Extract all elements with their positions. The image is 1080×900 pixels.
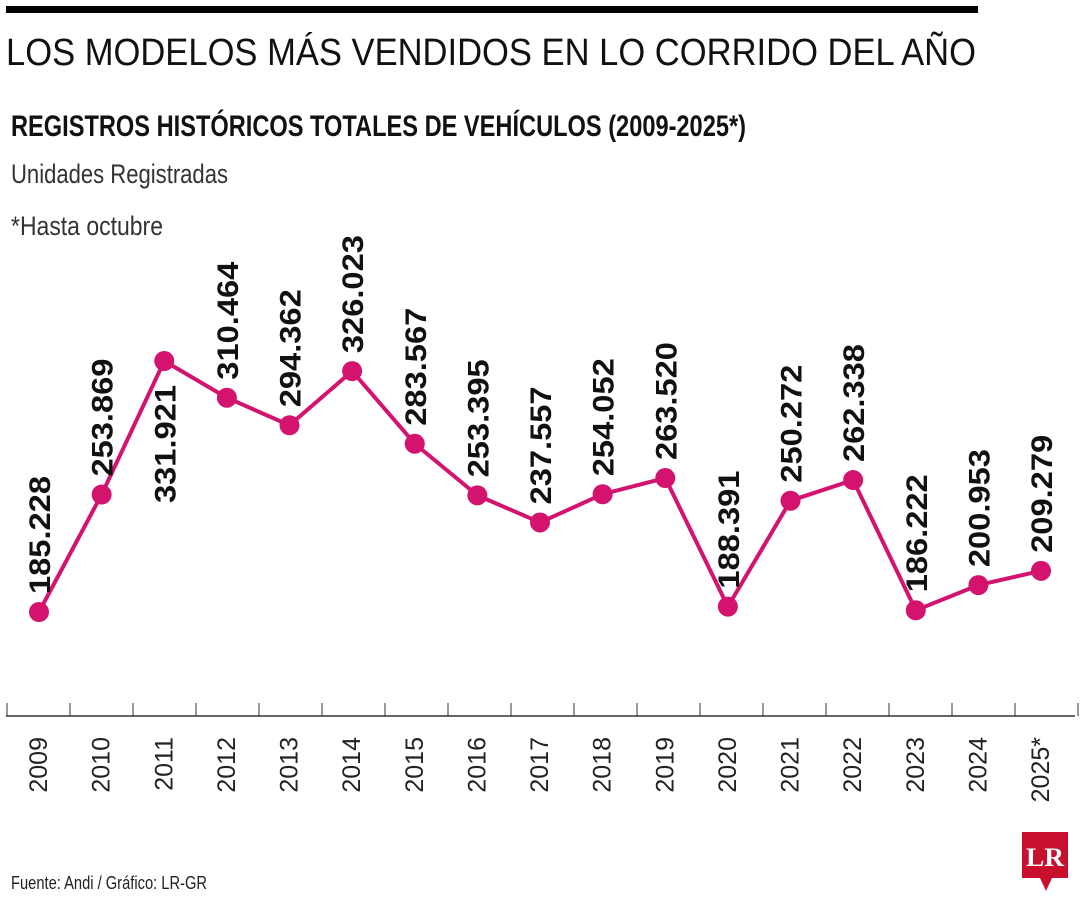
- x-tick-label: 2020: [714, 737, 742, 793]
- x-tick-label: 2012: [213, 737, 241, 793]
- x-tick-label: 2017: [526, 737, 554, 793]
- data-label: 326.023: [337, 235, 370, 353]
- x-tick-label: 2015: [401, 737, 429, 793]
- data-point: [342, 361, 363, 382]
- data-point: [780, 490, 801, 511]
- data-point: [968, 575, 989, 596]
- data-label: 253.395: [462, 359, 495, 477]
- x-tick-label: 2013: [276, 737, 304, 793]
- data-label: 263.520: [650, 342, 683, 460]
- chart-title: REGISTROS HISTÓRICOS TOTALES DE VEHÍCULO…: [11, 109, 746, 143]
- data-point: [216, 387, 237, 408]
- x-axis: 2009 2010 2011 2012 2013 2014 2015 2016 2017 2018…: [6, 703, 1079, 803]
- data-label: 185.228: [24, 476, 57, 594]
- data-point: [530, 512, 550, 533]
- data-point: [154, 351, 175, 371]
- data-label: 331.921: [149, 385, 182, 503]
- lr-logo: LR: [1022, 832, 1068, 891]
- data-label: 283.567: [400, 308, 433, 426]
- x-tick-label: 2025*: [1027, 737, 1055, 803]
- data-label: 310.464: [212, 261, 245, 379]
- main-title: LOS MODELOS MÁS VENDIDOS EN LO CORRIDO D…: [6, 31, 976, 74]
- x-tick-label: 2021: [777, 737, 805, 793]
- data-point: [467, 485, 488, 506]
- footnote: *Hasta octubre: [11, 211, 163, 241]
- data-label: 294.362: [275, 289, 308, 407]
- x-tick-label: 2023: [902, 737, 930, 793]
- data-label: 237.557: [525, 386, 558, 504]
- source-text: Fuente: Andi / Gráfico: LR-GR: [11, 873, 207, 893]
- data-label: 253.869: [87, 359, 120, 477]
- data-label: 200.953: [963, 449, 996, 567]
- x-tick-label: 2009: [25, 737, 53, 793]
- data-point: [1031, 560, 1051, 581]
- data-label: 209.279: [1026, 435, 1059, 553]
- plot-area: 185.228 253.869 331.921 310.464 294.362 326.0…: [24, 235, 1059, 622]
- data-label: 188.391: [713, 471, 746, 589]
- data-label: 250.272: [776, 365, 809, 483]
- x-tick-label: 2016: [463, 737, 491, 793]
- unit-label: Unidades Registradas: [11, 159, 228, 189]
- data-label: 262.338: [838, 344, 871, 462]
- data-point: [592, 484, 613, 505]
- data-point: [404, 433, 425, 454]
- data-point: [655, 468, 676, 489]
- data-point: [279, 415, 300, 436]
- data-label: 254.052: [588, 358, 621, 476]
- x-tick-label: 2024: [964, 737, 992, 793]
- top-rule: [6, 6, 978, 13]
- x-tick-label: 2010: [88, 737, 116, 793]
- data-point: [717, 596, 738, 617]
- x-tick-label: 2022: [839, 737, 867, 793]
- data-point: [843, 470, 864, 491]
- x-tick-label: 2018: [589, 737, 617, 793]
- x-tick-label: 2014: [338, 737, 366, 793]
- x-tick-label: 2019: [651, 737, 679, 793]
- svg-text:LR: LR: [1026, 843, 1064, 872]
- x-tick-label: 2011: [150, 737, 178, 791]
- data-point: [905, 600, 926, 621]
- data-label: 186.222: [901, 474, 934, 592]
- data-point: [29, 602, 49, 622]
- data-point: [91, 484, 112, 505]
